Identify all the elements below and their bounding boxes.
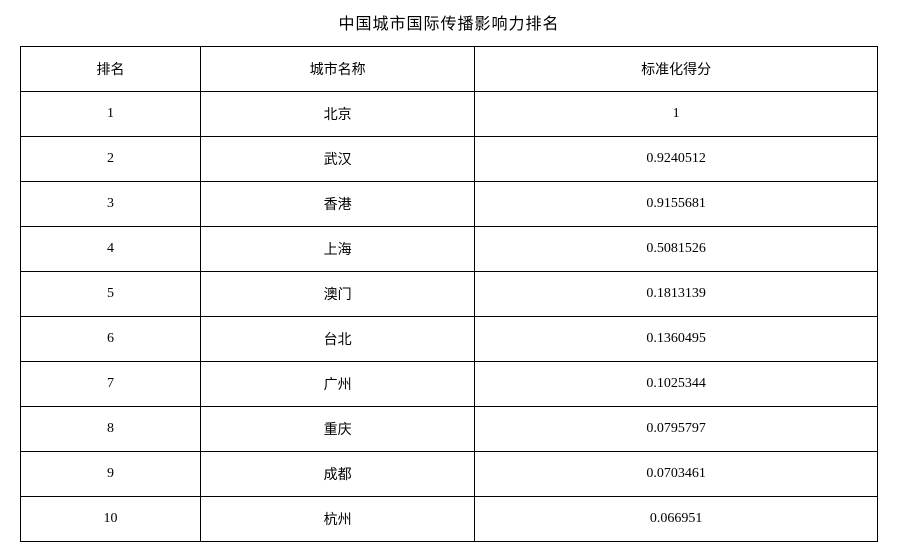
table-row: 6 台北 0.1360495: [21, 317, 878, 362]
table-row: 2 武汉 0.9240512: [21, 137, 878, 182]
cell-rank: 8: [21, 407, 201, 452]
cell-score: 0.9240512: [475, 137, 878, 182]
table-row: 3 香港 0.9155681: [21, 182, 878, 227]
cell-city: 广州: [200, 362, 474, 407]
ranking-table: 排名 城市名称 标准化得分 1 北京 1 2 武汉 0.9240512 3 香港…: [20, 46, 878, 542]
cell-score: 0.9155681: [475, 182, 878, 227]
table-header-row: 排名 城市名称 标准化得分: [21, 47, 878, 92]
table-row: 8 重庆 0.0795797: [21, 407, 878, 452]
cell-score: 0.1360495: [475, 317, 878, 362]
column-header-score: 标准化得分: [475, 47, 878, 92]
column-header-rank: 排名: [21, 47, 201, 92]
cell-city: 重庆: [200, 407, 474, 452]
cell-city: 成都: [200, 452, 474, 497]
cell-city: 香港: [200, 182, 474, 227]
cell-city: 上海: [200, 227, 474, 272]
cell-score: 0.1025344: [475, 362, 878, 407]
table-row: 4 上海 0.5081526: [21, 227, 878, 272]
table-row: 5 澳门 0.1813139: [21, 272, 878, 317]
cell-rank: 5: [21, 272, 201, 317]
cell-rank: 2: [21, 137, 201, 182]
cell-city: 武汉: [200, 137, 474, 182]
cell-rank: 7: [21, 362, 201, 407]
cell-score: 0.1813139: [475, 272, 878, 317]
cell-rank: 3: [21, 182, 201, 227]
cell-score: 0.5081526: [475, 227, 878, 272]
cell-city: 北京: [200, 92, 474, 137]
column-header-city: 城市名称: [200, 47, 474, 92]
cell-score: 0.0795797: [475, 407, 878, 452]
table-row: 10 杭州 0.066951: [21, 497, 878, 542]
table-row: 9 成都 0.0703461: [21, 452, 878, 497]
table-row: 1 北京 1: [21, 92, 878, 137]
page-title: 中国城市国际传播影响力排名: [20, 10, 878, 34]
cell-rank: 10: [21, 497, 201, 542]
cell-city: 杭州: [200, 497, 474, 542]
cell-score: 0.0703461: [475, 452, 878, 497]
cell-rank: 4: [21, 227, 201, 272]
table-row: 7 广州 0.1025344: [21, 362, 878, 407]
cell-rank: 1: [21, 92, 201, 137]
cell-city: 澳门: [200, 272, 474, 317]
cell-score: 0.066951: [475, 497, 878, 542]
cell-score: 1: [475, 92, 878, 137]
cell-rank: 9: [21, 452, 201, 497]
cell-city: 台北: [200, 317, 474, 362]
cell-rank: 6: [21, 317, 201, 362]
